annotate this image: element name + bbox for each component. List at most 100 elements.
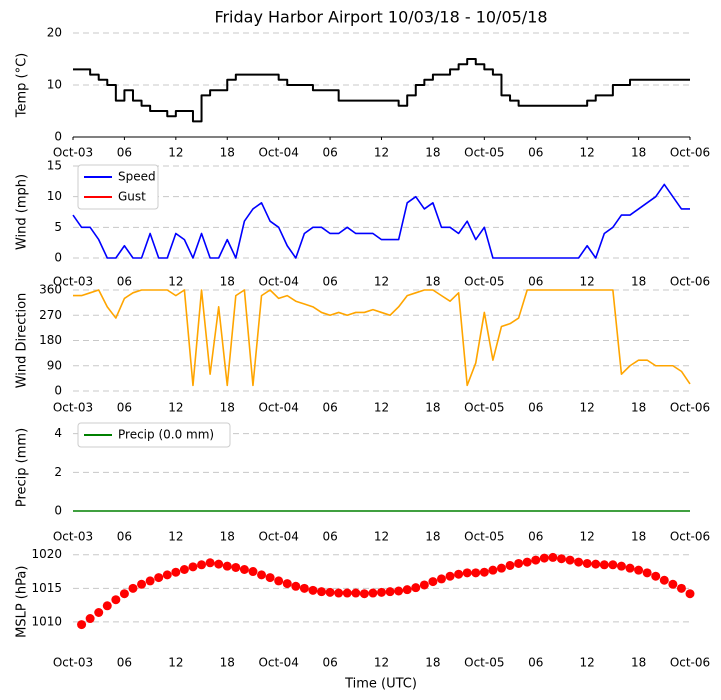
x-tick-label: 12 [168,530,183,544]
data-point [488,565,498,575]
data-point [676,583,686,593]
data-point [77,620,87,630]
x-tick-label: 06 [528,401,543,415]
x-tick-label: Oct-06 [670,146,710,160]
data-point [479,567,489,577]
data-point [471,568,481,578]
y-tick-label: 0 [54,251,62,265]
x-tick-label: 18 [220,275,235,289]
data-point [582,558,592,568]
data-point [248,567,258,577]
data-line [72,183,690,259]
x-tick-label: 12 [580,146,595,160]
data-point [411,583,421,593]
data-point [137,579,147,589]
x-tick-label: 18 [425,275,440,289]
y-tick-label: 10 [47,78,62,92]
y-tick-label: 15 [47,159,62,173]
data-point [394,586,404,596]
y-tick-label: 10 [47,189,62,203]
x-tick-label: 06 [117,530,132,544]
x-tick-label: 18 [425,401,440,415]
x-tick-label: 18 [631,401,646,415]
y-tick-label: 1015 [31,581,62,595]
y-axis-label: Wind (mph) [15,174,30,250]
data-point [222,561,232,571]
x-tick-label: Oct-06 [670,275,710,289]
x-tick-label: 06 [322,530,337,544]
y-tick-label: 180 [39,333,62,347]
x-tick-label: 12 [374,146,389,160]
data-point [402,585,412,595]
data-point [651,571,661,581]
x-tick-label: 18 [425,146,440,160]
data-point [428,577,438,587]
x-tick-label: 06 [528,656,543,670]
x-tick-label: Oct-06 [670,401,710,415]
y-tick-label: 1020 [31,547,62,561]
x-tick-label: 06 [117,275,132,289]
x-tick-label: 12 [580,530,595,544]
legend-label: Speed [118,170,156,184]
data-point [419,580,429,590]
x-tick-label: Oct-06 [670,530,710,544]
data-point [642,568,652,578]
legend: Precip (0.0 mm) [77,422,231,448]
y-tick-label: 4 [54,426,62,440]
x-tick-label: 18 [220,401,235,415]
x-tick-label: 06 [322,401,337,415]
data-point [659,575,669,585]
data-point [342,588,352,598]
x-tick-label: 12 [580,656,595,670]
data-point [539,553,549,563]
data-point [231,562,241,572]
y-tick-label: 5 [54,220,62,234]
data-point [325,587,335,597]
y-tick-label: 360 [39,283,62,297]
data-point [368,588,378,598]
x-tick-label: Oct-05 [464,146,504,160]
data-point [197,560,207,570]
data-point [291,581,301,591]
data-point [359,589,369,599]
x-tick-label: 06 [117,656,132,670]
data-point [85,614,95,624]
data-point [556,554,566,564]
data-point [625,563,635,573]
data-point [591,559,601,569]
x-tick-label: 06 [322,146,337,160]
data-point [299,583,309,593]
data-point [445,571,455,581]
data-point [574,557,584,567]
data-point [265,573,275,583]
data-point [145,576,155,586]
x-tick-label: 06 [117,401,132,415]
x-tick-label: 06 [322,275,337,289]
x-tick-label: 18 [220,146,235,160]
x-tick-label: Oct-04 [258,146,298,160]
x-tick-label: 12 [168,275,183,289]
x-tick-label: 06 [528,530,543,544]
x-tick-label: 12 [168,401,183,415]
data-point [102,601,112,611]
x-tick-label: 18 [425,530,440,544]
legend-label: Precip (0.0 mm) [118,428,214,442]
data-point [119,589,129,599]
data-point [94,608,104,617]
x-tick-label: 06 [117,146,132,160]
x-tick-label: 12 [374,401,389,415]
x-tick-label: Oct-03 [53,275,93,289]
data-point [462,568,472,578]
x-tick-label: Oct-03 [53,656,93,670]
y-tick-label: 20 [47,26,62,40]
x-tick-label: Oct-04 [258,530,298,544]
data-point [308,585,318,595]
x-tick-label: 18 [631,146,646,160]
data-point [385,587,395,597]
x-tick-label: Oct-04 [258,401,298,415]
x-tick-label: 18 [631,656,646,670]
data-point [282,579,292,589]
data-point [154,573,164,583]
